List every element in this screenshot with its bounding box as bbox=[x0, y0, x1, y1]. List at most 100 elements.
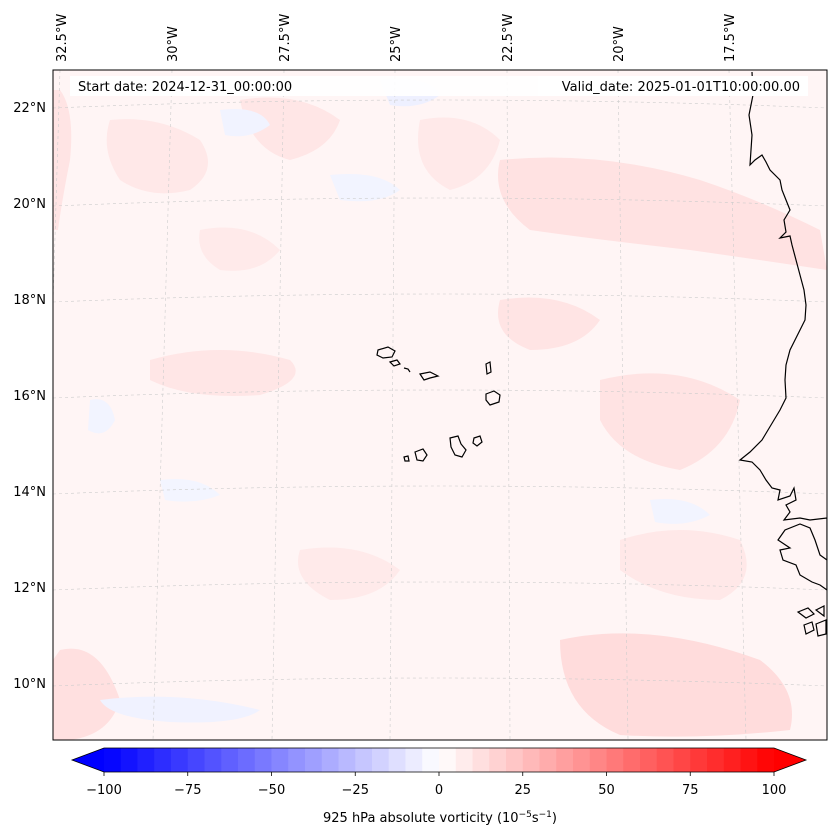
colorbar-segment bbox=[439, 748, 457, 772]
colorbar-segment bbox=[506, 748, 524, 772]
colorbar-segment bbox=[640, 748, 658, 772]
colorbar-segments bbox=[104, 748, 775, 772]
colorbar-segment bbox=[187, 748, 205, 772]
colorbar-segment bbox=[455, 748, 473, 772]
lon-gridline-30 bbox=[152, 70, 173, 740]
colorbar-segment bbox=[238, 748, 256, 772]
colorbar-segment bbox=[355, 748, 373, 772]
lat-gridline-14 bbox=[53, 485, 827, 495]
lon-label-17-5: 17.5°W bbox=[723, 14, 738, 62]
lon-label-32-5: 32.5°W bbox=[55, 14, 70, 62]
sao-nicolau-island bbox=[419, 371, 440, 381]
colorbar-segment bbox=[673, 748, 691, 772]
latitude-labels: 22°N 20°N 18°N 16°N 14°N 12°N 10°N bbox=[13, 101, 46, 692]
colorbar-tick-label: −25 bbox=[342, 783, 369, 798]
colorbar-segment bbox=[137, 748, 155, 772]
colorbar-max-extension bbox=[774, 748, 806, 772]
colorbar-segment bbox=[539, 748, 557, 772]
lon-label-20: 20°W bbox=[612, 26, 627, 62]
bijagos-islands bbox=[796, 605, 827, 637]
map-frame bbox=[52, 69, 828, 741]
colorbar-segment bbox=[690, 748, 708, 772]
lat-label-22: 22°N bbox=[13, 101, 46, 116]
brava-island bbox=[403, 455, 410, 462]
colorbar-min-extension bbox=[72, 748, 104, 772]
valid-label-box bbox=[538, 76, 808, 96]
maio-island bbox=[472, 435, 483, 447]
colorbar-tick-label: 100 bbox=[762, 783, 787, 798]
santiago-island bbox=[449, 435, 467, 458]
boa-vista-island bbox=[485, 390, 501, 406]
colorbar-tick-label: −50 bbox=[258, 783, 285, 798]
lat-label-14: 14°N bbox=[13, 485, 46, 500]
lat-label-12: 12°N bbox=[13, 581, 46, 596]
lon-label-25: 25°W bbox=[389, 26, 404, 62]
lon-label-22-5: 22.5°W bbox=[501, 14, 516, 62]
colorbar-segment bbox=[489, 748, 507, 772]
colorbar-tick-label: 25 bbox=[514, 783, 531, 798]
lat-gridline-12 bbox=[53, 581, 827, 591]
colorbar-segment bbox=[723, 748, 741, 772]
colorbar-segment bbox=[757, 748, 775, 772]
lat-label-10: 10°N bbox=[13, 677, 46, 692]
colorbar-segment bbox=[254, 748, 272, 772]
colorbar-tick-label: −100 bbox=[86, 783, 122, 798]
lat-gridline-22 bbox=[53, 99, 827, 109]
lat-label-20: 20°N bbox=[13, 197, 46, 212]
sao-vicente-island bbox=[388, 359, 401, 367]
colorbar-segment bbox=[623, 748, 641, 772]
colorbar-segment bbox=[589, 748, 607, 772]
lat-gridline-10 bbox=[53, 677, 827, 687]
colorbar-segment bbox=[656, 748, 674, 772]
map-panel: Start date: 2024-12-31_00:00:00 Valid_da… bbox=[52, 69, 828, 741]
colorbar-segment bbox=[288, 748, 306, 772]
colorbar-tick-label: 75 bbox=[682, 783, 699, 798]
lon-gridline-27-5 bbox=[271, 70, 285, 740]
lon-gridline-22-5 bbox=[506, 70, 511, 740]
lat-gridline-16 bbox=[53, 389, 827, 399]
colorbar-tick-label: −75 bbox=[174, 783, 201, 798]
label-band bbox=[320, 76, 540, 96]
colorbar: −100 −75 −50 −25 0 25 50 75 100 925 hPa … bbox=[70, 747, 808, 826]
colorbar-segment bbox=[204, 748, 222, 772]
colorbar-segment bbox=[556, 748, 574, 772]
fogo-island bbox=[414, 448, 428, 462]
colorbar-segment bbox=[405, 748, 423, 772]
colorbar-segment bbox=[573, 748, 591, 772]
colorbar-segment bbox=[472, 748, 490, 772]
colorbar-segment bbox=[104, 748, 122, 772]
colorbar-segment bbox=[606, 748, 624, 772]
colorbar-segment bbox=[154, 748, 172, 772]
lat-label-18: 18°N bbox=[13, 293, 46, 308]
lon-gridline-20 bbox=[617, 70, 629, 740]
colorbar-segment bbox=[171, 748, 189, 772]
start-label-box bbox=[70, 76, 320, 96]
africa-coastline bbox=[738, 71, 827, 591]
colorbar-segment bbox=[522, 748, 540, 772]
cape-verde-islands bbox=[376, 346, 501, 462]
lat-label-16: 16°N bbox=[13, 389, 46, 404]
colorbar-ticks: −100 −75 −50 −25 0 25 50 75 100 bbox=[86, 783, 786, 798]
colorbar-segment bbox=[707, 748, 725, 772]
colorbar-tick-marks bbox=[103, 772, 775, 776]
colorbar-segment bbox=[321, 748, 339, 772]
sal-island bbox=[485, 361, 492, 375]
colorbar-tick-label: 0 bbox=[435, 783, 443, 798]
graticule bbox=[53, 70, 827, 740]
start-date-label: Start date: 2024-12-31_00:00:00 bbox=[78, 80, 292, 95]
colorbar-tick-label: 50 bbox=[598, 783, 615, 798]
longitude-labels: 32.5°W 30°W 27.5°W 25°W 22.5°W 20°W 17.5… bbox=[55, 14, 738, 62]
lat-gridline-20 bbox=[53, 197, 827, 207]
colorbar-segment bbox=[740, 748, 758, 772]
colorbar-segment bbox=[388, 748, 406, 772]
lon-label-30: 30°W bbox=[166, 26, 181, 62]
lon-gridline-17-5 bbox=[728, 70, 747, 740]
colorbar-segment bbox=[120, 748, 138, 772]
lon-gridline-25 bbox=[389, 70, 396, 740]
colorbar-segment bbox=[372, 748, 390, 772]
valid-date-label: Valid_date: 2025-01-01T10:00:00.00 bbox=[562, 80, 800, 95]
lon-label-27-5: 27.5°W bbox=[278, 14, 293, 62]
lat-gridline-18 bbox=[53, 293, 827, 303]
colorbar-segment bbox=[221, 748, 239, 772]
colorbar-label: 925 hPa absolute vorticity (10−5s−1) bbox=[323, 810, 557, 826]
